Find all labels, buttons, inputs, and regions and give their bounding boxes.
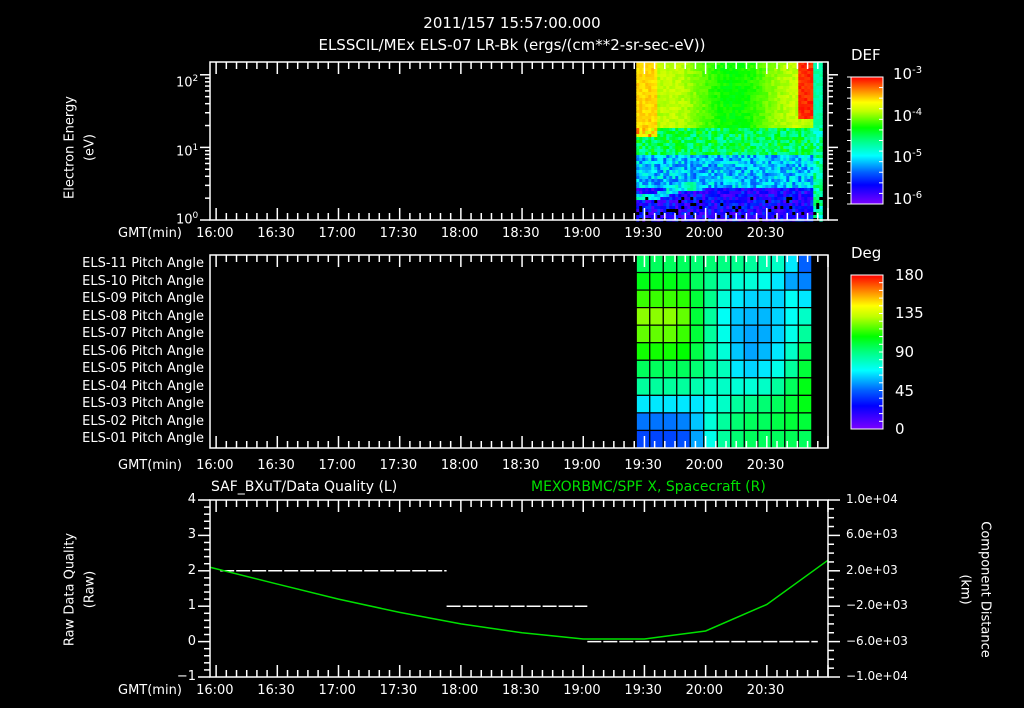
pitch-angle-row-label: ELS-03 Pitch Angle	[82, 396, 204, 412]
time-tick: 17:00	[318, 683, 356, 698]
time-tick: 16:00	[196, 683, 234, 698]
left-series-title: SAF_BXuT/Data Quality (L)	[211, 479, 398, 495]
deg-tick-0: 0	[895, 420, 905, 438]
energy-spectrogram	[636, 62, 823, 222]
component-distance-tick: −1.0e+04	[846, 669, 908, 683]
pitch-angle-row-label: ELS-10 Pitch Angle	[82, 273, 204, 289]
time-tick: 19:30	[624, 226, 662, 241]
component-distance-tick: 1.0e+04	[846, 492, 898, 506]
deg-colorbar-label: Deg	[851, 244, 882, 262]
component-distance-tick: 6.0e+03	[846, 527, 898, 542]
data-quality-axis-unit: (Raw)	[82, 570, 98, 609]
deg-tick-90: 90	[895, 343, 915, 361]
def-tick-1e-6: 10-6	[893, 190, 923, 208]
def-tick-1e-5: 10-5	[893, 148, 923, 166]
time-tick: 16:00	[196, 226, 234, 241]
time-tick: 20:30	[746, 226, 785, 241]
deg-tick-135: 135	[895, 304, 924, 322]
pitch-angle-row-label: ELS-08 Pitch Angle	[82, 308, 204, 324]
time-tick: 17:30	[379, 683, 418, 698]
data-quality-tick: 4	[187, 492, 196, 507]
line-plot-series	[209, 559, 829, 643]
time-tick: 17:30	[379, 226, 418, 241]
def-colorbar-label: DEF	[851, 46, 881, 64]
data-quality-tick: −1	[176, 669, 196, 684]
time-tick: 17:00	[318, 226, 356, 241]
deg-tick-45: 45	[895, 382, 915, 400]
pitch-angle-row-label: ELS-07 Pitch Angle	[82, 326, 204, 342]
def-tick-1e-4: 10-4	[893, 107, 923, 125]
time-tick: 18:00	[440, 226, 479, 241]
data-quality-tick: 2	[187, 562, 196, 578]
time-tick: 20:00	[685, 683, 724, 698]
component-distance-axis-unit: (km)	[957, 574, 973, 605]
time-tick: 16:30	[257, 458, 295, 473]
time-tick: 18:30	[502, 226, 540, 241]
right-series-title: MEXORBMC/SPF X, Spacecraft (R)	[531, 479, 766, 495]
data-quality-tick: 1	[187, 598, 196, 614]
time-axis-label: GMT(min)	[118, 683, 182, 698]
pitch-angle-row-label: ELS-05 Pitch Angle	[82, 361, 204, 377]
time-tick: 18:00	[440, 458, 479, 473]
def-colorbar	[850, 76, 884, 205]
time-axis-label: GMT(min)	[118, 458, 182, 473]
plot-datetime: 2011/157 15:57:00.000	[423, 14, 601, 32]
time-tick: 18:00	[440, 683, 479, 698]
time-tick: 16:00	[196, 458, 234, 473]
time-tick: 20:30	[746, 458, 785, 473]
time-tick: 20:00	[685, 458, 724, 473]
deg-tick-180: 180	[895, 266, 924, 284]
energy-tick-100: 102	[176, 74, 199, 91]
time-tick: 20:30	[746, 683, 785, 698]
component-distance-tick: −2.0e+03	[846, 598, 908, 613]
time-tick: 17:00	[318, 458, 356, 473]
time-tick: 19:00	[563, 683, 601, 698]
energy-axis-unit: (eV)	[82, 133, 98, 162]
time-tick: 17:30	[379, 458, 418, 473]
energy-axis-label: Electron Energy	[62, 96, 78, 199]
pitch-angle-grid	[635, 254, 813, 449]
energy-tick-10: 101	[176, 143, 199, 160]
time-tick: 18:30	[502, 458, 540, 473]
time-tick: 19:00	[563, 226, 601, 241]
deg-colorbar	[850, 274, 884, 430]
time-tick: 19:30	[624, 458, 662, 473]
time-tick: 19:00	[563, 458, 601, 473]
data-quality-tick: 3	[187, 527, 196, 543]
pitch-angle-row-label: ELS-02 Pitch Angle	[82, 413, 204, 429]
data-quality-axis-label: Raw Data Quality	[62, 532, 78, 647]
time-tick: 16:30	[257, 226, 295, 241]
pitch-angle-row-label: ELS-06 Pitch Angle	[82, 343, 204, 359]
component-distance-tick: −6.0e+03	[846, 633, 908, 648]
plot-subtitle: ELSSCIL/MEx ELS-07 LR-Bk (ergs/(cm**2-sr…	[318, 36, 706, 54]
component-distance-axis-label: Component Distance	[977, 521, 993, 658]
component-distance-tick: 2.0e+03	[846, 562, 898, 577]
energy-tick-1: 100	[176, 211, 199, 228]
data-quality-tick: 0	[187, 633, 196, 649]
time-tick: 19:30	[624, 683, 662, 698]
pitch-angle-row-label: ELS-04 Pitch Angle	[82, 378, 204, 394]
def-tick-1e-3: 10-3	[893, 65, 923, 83]
time-tick: 16:30	[257, 683, 295, 698]
time-tick: 20:00	[685, 226, 724, 241]
time-axis-label: GMT(min)	[118, 226, 182, 241]
pitch-angle-row-label: ELS-11 Pitch Angle	[82, 256, 204, 271]
pitch-angle-row-label: ELS-09 Pitch Angle	[82, 291, 204, 307]
time-tick: 18:30	[502, 683, 540, 698]
pitch-angle-row-label: ELS-01 Pitch Angle	[82, 431, 204, 447]
